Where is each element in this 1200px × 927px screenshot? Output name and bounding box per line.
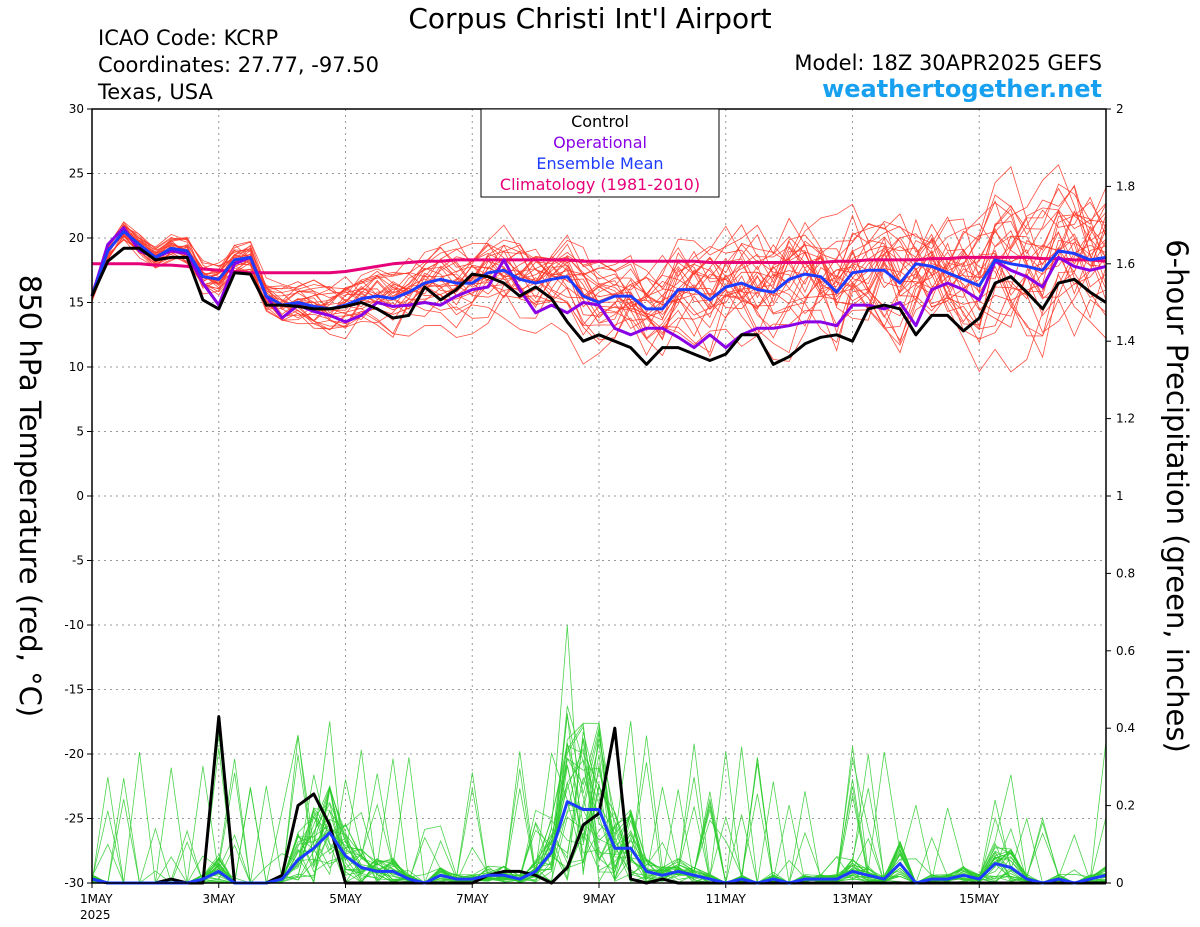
icao-code-label: ICAO Code: KCRP: [98, 26, 279, 50]
temp-member-line: [91, 184, 1107, 324]
coordinates-label: Coordinates: 27.77, -97.50: [98, 53, 379, 77]
legend-operational: Operational: [553, 133, 647, 152]
y2-tick-label: 1: [1116, 489, 1124, 503]
temp-member-line: [91, 231, 1107, 338]
legend-box: [480, 108, 720, 198]
y-tick-label: 5: [76, 425, 84, 439]
chart-title: Corpus Christi Int'l Airport: [408, 2, 772, 35]
x-tick-label: 7MAY: [456, 892, 489, 906]
y2-tick-label: 0: [1116, 876, 1124, 890]
y-tick-label: 20: [69, 231, 84, 245]
y2-axis-label: 6-hour Precipitation (green, inches): [1160, 239, 1194, 753]
y-tick-label: -20: [64, 747, 84, 761]
x-tick-label: 15MAY: [959, 892, 1000, 906]
control-temperature-line: [90, 246, 1107, 366]
legend-control: Control: [571, 112, 629, 131]
legend-ensemble-mean: Ensemble Mean: [536, 154, 663, 173]
x-tick-label: 3MAY: [202, 892, 235, 906]
y-tick-label: -30: [64, 876, 84, 890]
temp-member-line: [91, 218, 1107, 341]
precip-member-line: [91, 625, 1107, 884]
y2-tick-label: 0.2: [1116, 799, 1135, 813]
y-tick-label: 25: [69, 167, 84, 181]
model-run-label: Model: 18Z 30APR2025 GEFS: [794, 51, 1102, 75]
y2-tick-label: 0.4: [1116, 721, 1135, 735]
y-tick-label: 30: [69, 102, 84, 116]
y-tick-label: -15: [64, 683, 84, 697]
x-tick-label: 5MAY: [329, 892, 362, 906]
y-tick-label: 10: [69, 360, 84, 374]
y2-tick-label: 1.6: [1116, 257, 1135, 271]
climatology-1981-2010-temperature-line: [92, 255, 1107, 275]
operational-temperature-line: [90, 226, 1107, 350]
y2-tick-label: 1.2: [1116, 412, 1135, 426]
x-tick-label: 11MAY: [706, 892, 747, 906]
legend: Control Operational Ensemble Mean Climat…: [480, 108, 720, 198]
legend-climatology: Climatology (1981-2010): [500, 175, 700, 194]
y-axis-label: 850 hPa Temperature (red, °C): [13, 275, 47, 717]
x-tick-label: 1MAY: [80, 892, 113, 906]
y2-tick-label: 0.6: [1116, 644, 1135, 658]
y2-tick-label: 1.4: [1116, 334, 1135, 348]
site-link[interactable]: weathertogether.net: [822, 75, 1102, 103]
x-tick-label: 13MAY: [832, 892, 873, 906]
y-tick-label: 15: [69, 296, 84, 310]
region-label: Texas, USA: [98, 80, 213, 104]
x-tick-label: 9MAY: [583, 892, 616, 906]
axis-ticks: 302520151050-5-10-15-20-25-3021.81.61.41…: [64, 102, 1135, 922]
y-tick-label: 0: [76, 489, 84, 503]
y2-tick-label: 2: [1116, 102, 1124, 116]
y-tick-label: -5: [72, 554, 84, 568]
y-tick-label: -25: [64, 812, 84, 826]
x-year-label: 2025: [80, 908, 111, 922]
y2-tick-label: 1.8: [1116, 179, 1135, 193]
y2-tick-label: 0.8: [1116, 566, 1135, 580]
y-tick-label: -10: [64, 618, 84, 632]
ensemble-mean-temperature-line: [90, 230, 1107, 311]
